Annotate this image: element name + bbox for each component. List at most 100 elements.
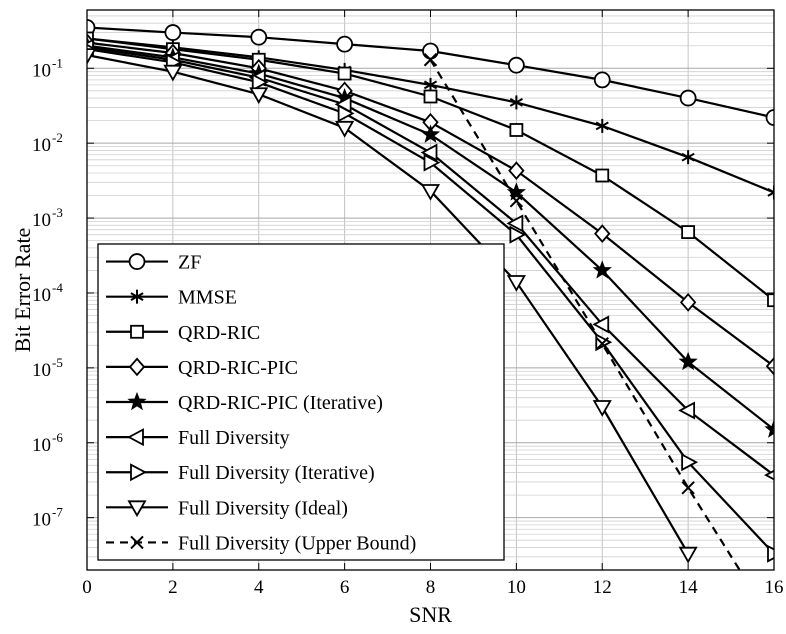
marker-star (127, 391, 147, 411)
data-point (509, 95, 523, 110)
marker-asterisk-stroke (767, 188, 774, 194)
data-point (765, 109, 774, 126)
data-point (87, 48, 97, 65)
data-point (764, 419, 774, 438)
x-tick-label: 10 (507, 577, 526, 598)
y-tick-exponent: -1 (52, 55, 63, 70)
y-tick-label: 10 (32, 210, 51, 231)
y-tick-label: 10 (32, 60, 51, 81)
data-point (595, 118, 609, 133)
data-point (509, 194, 524, 208)
marker-asterisk-stroke (767, 191, 774, 197)
data-point (595, 168, 610, 183)
data-point (506, 182, 527, 201)
marker-asterisk-stroke (681, 152, 695, 162)
marker-diamond (128, 357, 146, 377)
legend-label: Full Diversity (178, 427, 290, 449)
x-tick-label: 2 (168, 577, 178, 598)
data-point (336, 35, 354, 53)
data-point (422, 42, 439, 60)
x-tick-label: 8 (426, 577, 436, 598)
legend-label: Full Diversity (Ideal) (178, 497, 348, 519)
legend-label: Full Diversity (Upper Bound) (178, 532, 416, 554)
legend-label: QRD-RIC (178, 322, 260, 344)
data-point (678, 401, 696, 420)
marker-asterisk (130, 289, 144, 304)
y-tick-exponent: -5 (52, 355, 63, 370)
y-tick-exponent: -4 (52, 280, 63, 295)
marker-asterisk-stroke (595, 121, 609, 131)
data-point (765, 356, 774, 376)
data-point (767, 293, 774, 308)
marker-x-stroke (130, 535, 144, 550)
series-line-8 (87, 54, 690, 555)
x-tick-label: 6 (340, 577, 350, 598)
legend-label: Full Diversity (Iterative) (178, 462, 375, 484)
data-point (594, 224, 611, 243)
legend-label: QRD-RIC-PIC (178, 357, 298, 379)
marker-square (130, 324, 144, 339)
marker-x (130, 535, 144, 550)
marker-x-stroke (509, 194, 524, 208)
data-point (335, 120, 355, 138)
legend: ZF MMSE QRD-RIC QRD-RIC-PIC QRD-RIC-PIC (Ite… (97, 243, 505, 561)
data-point (681, 225, 696, 239)
data-point (509, 225, 527, 244)
marker-asterisk-stroke (509, 98, 523, 107)
data-point (420, 184, 441, 201)
series-lines (87, 26, 774, 570)
data-point (679, 89, 697, 107)
marker-triangle-right (130, 463, 147, 482)
x-tick-label: 12 (593, 577, 612, 598)
data-point (420, 124, 441, 143)
y-axis-label: Bit Error Rate (10, 228, 35, 353)
data-point (681, 150, 695, 165)
x-tick-label: 14 (679, 577, 699, 598)
y-tick-label: 10 (32, 285, 51, 306)
x-tick-label: 4 (254, 577, 264, 598)
data-point (506, 214, 524, 233)
data-point (678, 546, 698, 564)
data-point (509, 123, 524, 137)
data-point (592, 400, 612, 417)
data-point (163, 64, 183, 82)
y-tick-exponent: -3 (52, 205, 63, 220)
data-point (679, 292, 697, 312)
data-point (420, 143, 438, 162)
x-tick-label: 16 (765, 577, 784, 598)
data-point (764, 469, 774, 481)
data-point (508, 161, 525, 180)
data-point (249, 87, 269, 105)
data-point (592, 260, 612, 279)
data-point (337, 104, 355, 123)
data-point (164, 24, 182, 41)
y-tick-label: 10 (32, 135, 51, 156)
data-point (506, 275, 526, 292)
data-point (678, 351, 698, 371)
marker-asterisk-stroke (423, 80, 438, 90)
data-point (592, 315, 610, 334)
marker-x-stroke (423, 53, 438, 67)
y-tick-label: 10 (32, 360, 51, 381)
x-axis-label: SNR (409, 602, 452, 627)
data-point (681, 453, 699, 472)
marker-triangle-left (127, 428, 144, 447)
y-tick-exponent: -6 (52, 430, 63, 445)
y-tick-exponent: -7 (52, 505, 63, 520)
y-tick-label: 10 (32, 510, 51, 531)
data-point (423, 53, 438, 67)
data-point (337, 66, 352, 81)
legend-label: ZF (178, 252, 201, 274)
data-point (767, 544, 774, 563)
data-point (250, 28, 268, 46)
marker-asterisk-stroke (130, 292, 144, 302)
data-point (251, 73, 269, 92)
marker-triangle-down (127, 500, 147, 518)
data-point (593, 71, 611, 89)
data-point (87, 19, 96, 36)
y-tick-label: 10 (32, 435, 51, 456)
marker-x-stroke (595, 337, 609, 351)
marker-circle (128, 253, 146, 270)
